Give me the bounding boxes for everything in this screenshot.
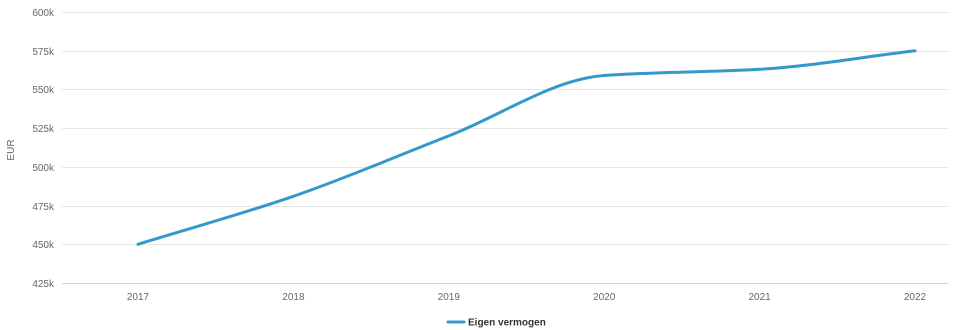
y-tick-label: 425k [32,279,55,290]
x-tick-label: 2019 [438,292,461,303]
data-point[interactable] [136,242,140,246]
legend-label[interactable]: Eigen vermogen [468,318,546,329]
y-tick-label: 500k [32,163,55,174]
y-tick-label: 550k [32,85,55,96]
series-lines [136,49,917,246]
x-axis-ticks: 2017 2018 2019 2020 2021 2022 [127,292,927,303]
x-tick-label: 2022 [904,292,927,303]
gridlines [62,12,948,284]
data-point[interactable] [758,67,762,71]
legend[interactable]: Eigen vermogen [446,318,546,329]
y-tick-label: 475k [32,202,55,213]
data-point[interactable] [602,73,606,77]
data-point[interactable] [913,49,917,53]
data-point[interactable] [447,134,451,138]
y-axis-title: EUR [6,139,17,160]
x-tick-label: 2020 [593,292,616,303]
data-point[interactable] [291,194,295,198]
y-tick-label: 600k [32,8,55,19]
x-tick-label: 2017 [127,292,150,303]
y-axis-ticks: 425k 450k 475k 500k 525k 550k 575k 600k [32,8,55,290]
y-tick-label: 525k [32,124,55,135]
x-tick-label: 2018 [282,292,305,303]
series-line[interactable] [136,49,917,246]
y-tick-label: 450k [32,240,55,251]
x-tick-label: 2021 [748,292,771,303]
y-tick-label: 575k [32,47,55,58]
